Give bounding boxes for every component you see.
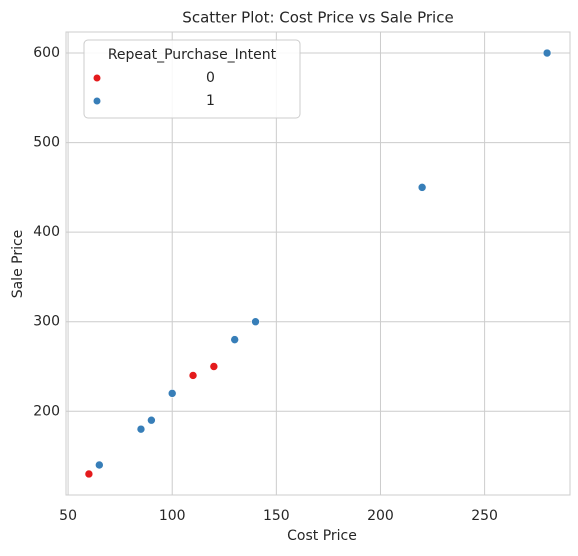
y-tick-label: 600: [33, 45, 60, 61]
legend-marker: [93, 97, 101, 105]
y-tick-label: 200: [33, 403, 60, 419]
legend: Repeat_Purchase_Intent 0 1: [83, 39, 301, 119]
x-tick-label: 250: [471, 508, 498, 524]
legend-label: 1: [206, 93, 215, 109]
y-axis-label: Sale Price: [10, 230, 26, 299]
x-axis-label: Cost Price: [287, 528, 357, 544]
scatter-point: [209, 362, 219, 371]
scatter-point: [95, 460, 104, 470]
legend-marker: [93, 74, 101, 82]
scatter-point: [251, 317, 260, 327]
legend-box: [83, 39, 301, 119]
x-tick-label: 150: [263, 508, 290, 524]
plot-frame: [65, 31, 571, 496]
scatter-point: [84, 469, 94, 479]
scatter-point: [230, 335, 239, 344]
chart-title: Scatter Plot: Cost Price vs Sale Price: [182, 9, 453, 27]
x-tick-label: 200: [367, 508, 394, 524]
scatter-point: [542, 48, 552, 58]
scatter-point: [147, 415, 156, 425]
y-tick-label: 400: [33, 224, 60, 240]
legend-title: Repeat_Purchase_Intent: [108, 47, 277, 63]
x-tick-label: 100: [159, 508, 186, 524]
scatter-point: [417, 183, 427, 192]
y-tick-label: 300: [33, 314, 60, 330]
scatter-point: [167, 389, 177, 398]
scatter-point: [188, 371, 198, 380]
x-tick-label: 50: [59, 508, 77, 524]
y-tick-label: 500: [33, 135, 60, 151]
scatter-point: [136, 424, 146, 434]
legend-label: 0: [206, 70, 215, 86]
